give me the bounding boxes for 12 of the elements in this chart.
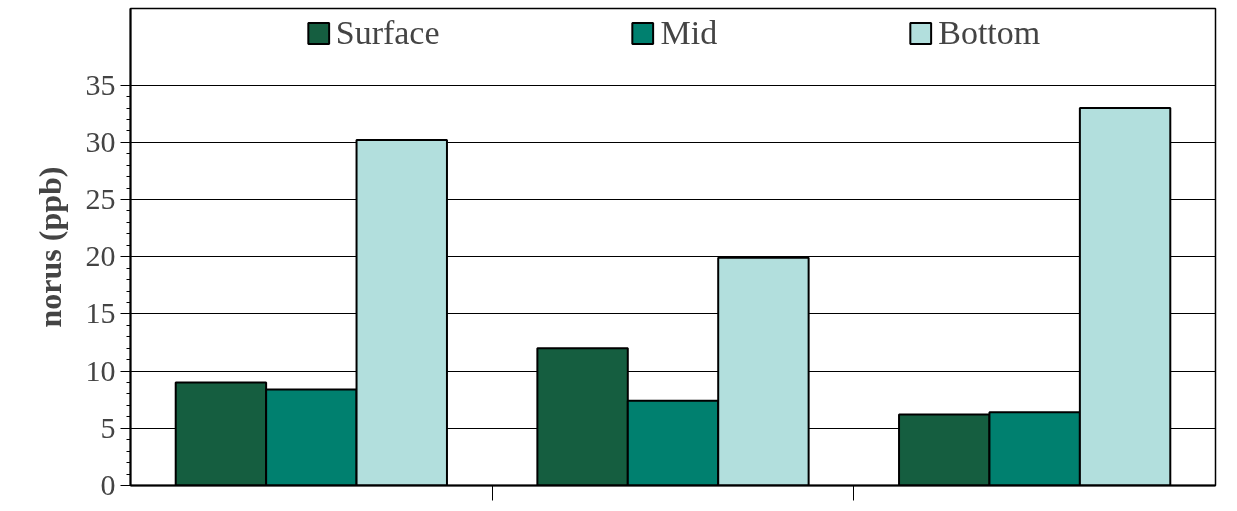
legend-label: Surface <box>335 14 440 52</box>
y-tick-label: 20 <box>85 239 116 273</box>
legend-label: Mid <box>660 14 718 52</box>
y-tick-label: 30 <box>85 124 116 158</box>
y-tick-label: 0 <box>100 468 116 501</box>
y-axis-title: norus (ppb) <box>31 166 68 328</box>
y-tick-label: 25 <box>85 182 116 216</box>
legend-label: Bottom <box>938 14 1041 52</box>
y-tick-label: 15 <box>85 296 116 330</box>
y-tick-label: 5 <box>100 410 116 444</box>
y-tick-label: 10 <box>85 353 116 387</box>
y-tick-label: 35 <box>85 67 116 101</box>
